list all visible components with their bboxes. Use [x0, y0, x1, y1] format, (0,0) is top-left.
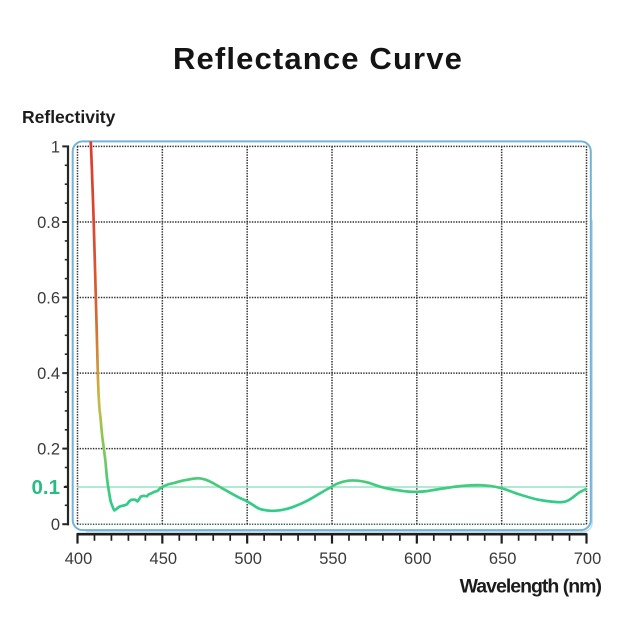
svg-text:550: 550 [319, 550, 347, 568]
svg-text:Wavelength (nm): Wavelength (nm) [460, 575, 602, 597]
svg-text:700: 700 [574, 550, 602, 568]
svg-text:0.4: 0.4 [37, 365, 60, 383]
svg-text:0.2: 0.2 [37, 441, 60, 459]
svg-text:Reflectance Curve: Reflectance Curve [173, 41, 463, 76]
svg-text:450: 450 [150, 550, 178, 568]
svg-text:600: 600 [404, 550, 432, 568]
svg-text:400: 400 [65, 550, 93, 568]
svg-text:Reflectivity: Reflectivity [22, 107, 116, 127]
svg-text:0.6: 0.6 [37, 289, 60, 307]
svg-text:650: 650 [489, 550, 517, 568]
svg-text:0.8: 0.8 [37, 214, 60, 232]
svg-text:0.1: 0.1 [32, 476, 61, 499]
svg-text:1: 1 [51, 138, 60, 156]
svg-text:500: 500 [234, 550, 262, 568]
svg-text:0: 0 [51, 516, 60, 534]
